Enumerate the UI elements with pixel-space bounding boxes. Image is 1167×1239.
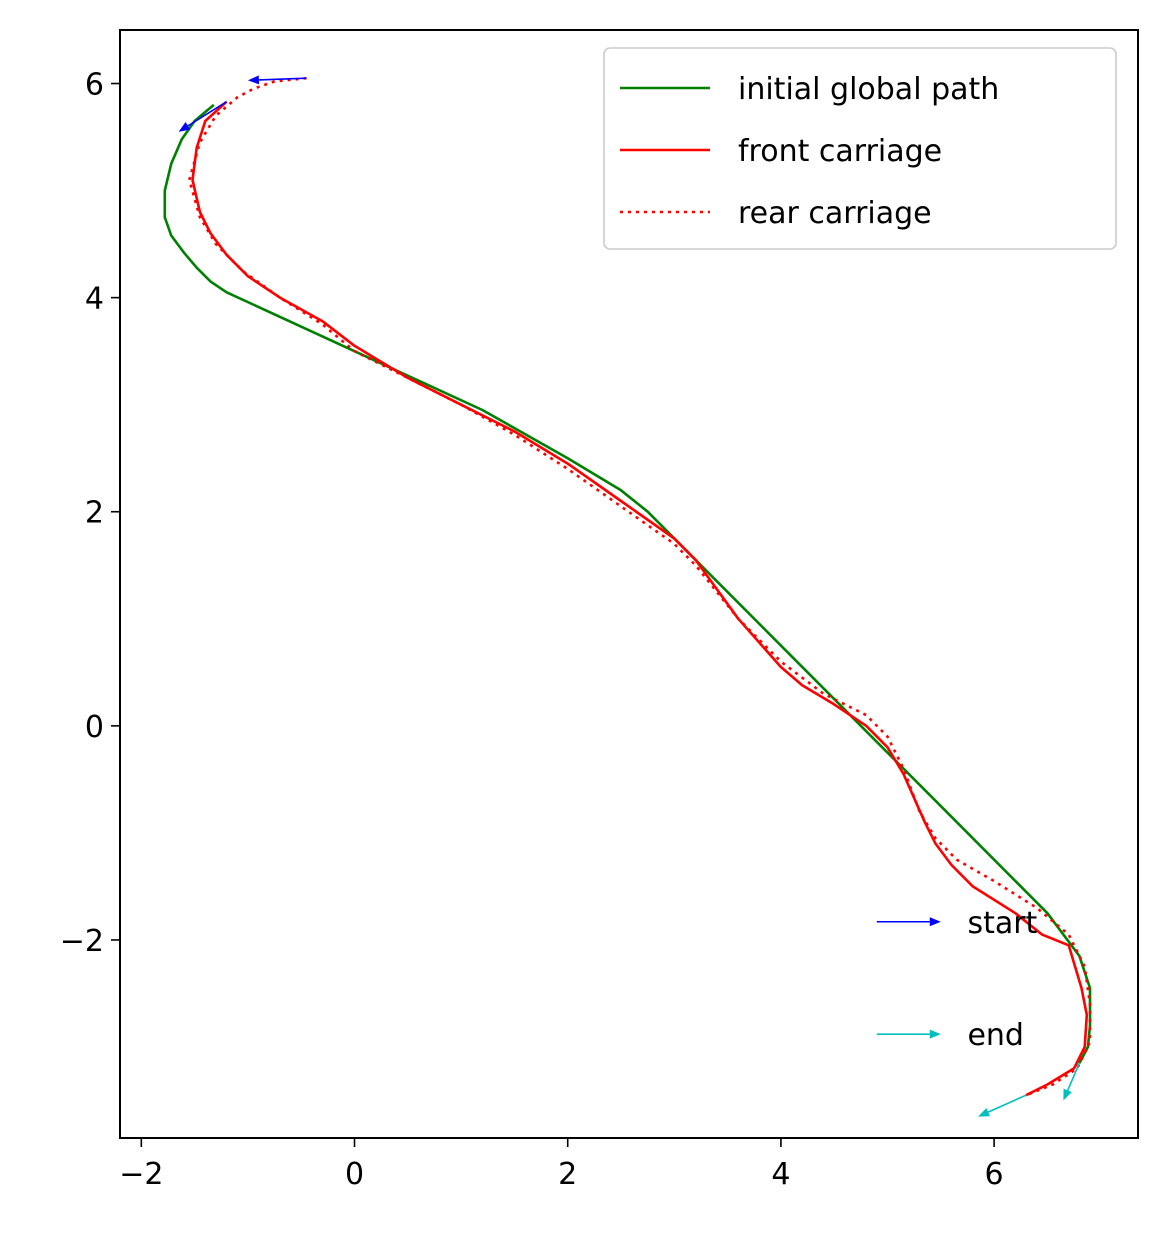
x-tick-label: 6 bbox=[985, 1157, 1004, 1192]
direction-arrow-2 bbox=[178, 101, 228, 132]
direction-arrow-1 bbox=[247, 75, 307, 85]
series-line-2 bbox=[191, 100, 1089, 1097]
legend: initial global path front carriage rear ca… bbox=[603, 47, 1117, 250]
series-line-3 bbox=[188, 76, 1092, 1097]
x-tick-label: 4 bbox=[771, 1157, 790, 1192]
x-tick-label: 0 bbox=[345, 1157, 364, 1192]
series-line-1 bbox=[163, 103, 1092, 1064]
y-tick-label: 2 bbox=[85, 496, 104, 531]
y-tick-label: −2 bbox=[60, 924, 104, 959]
y-tick-label: 4 bbox=[85, 282, 104, 317]
direction-arrow-4 bbox=[1063, 1062, 1081, 1101]
start-key-arrow bbox=[876, 917, 941, 927]
end-key-arrow bbox=[876, 1029, 941, 1039]
start-label: start bbox=[967, 906, 1037, 941]
y-tick-label: 0 bbox=[85, 710, 104, 745]
legend-label-3: rear carriage bbox=[738, 196, 932, 231]
legend-box bbox=[603, 47, 1117, 250]
x-tick-label: 2 bbox=[558, 1157, 577, 1192]
end-label: end bbox=[967, 1018, 1024, 1053]
legend-label-1: initial global path bbox=[738, 72, 999, 107]
y-tick-label: 6 bbox=[85, 68, 104, 103]
legend-label-2: front carriage bbox=[738, 134, 942, 169]
plot-frame bbox=[119, 29, 1139, 1139]
direction-arrow-3 bbox=[978, 1094, 1027, 1117]
x-tick-label: −2 bbox=[119, 1157, 163, 1192]
